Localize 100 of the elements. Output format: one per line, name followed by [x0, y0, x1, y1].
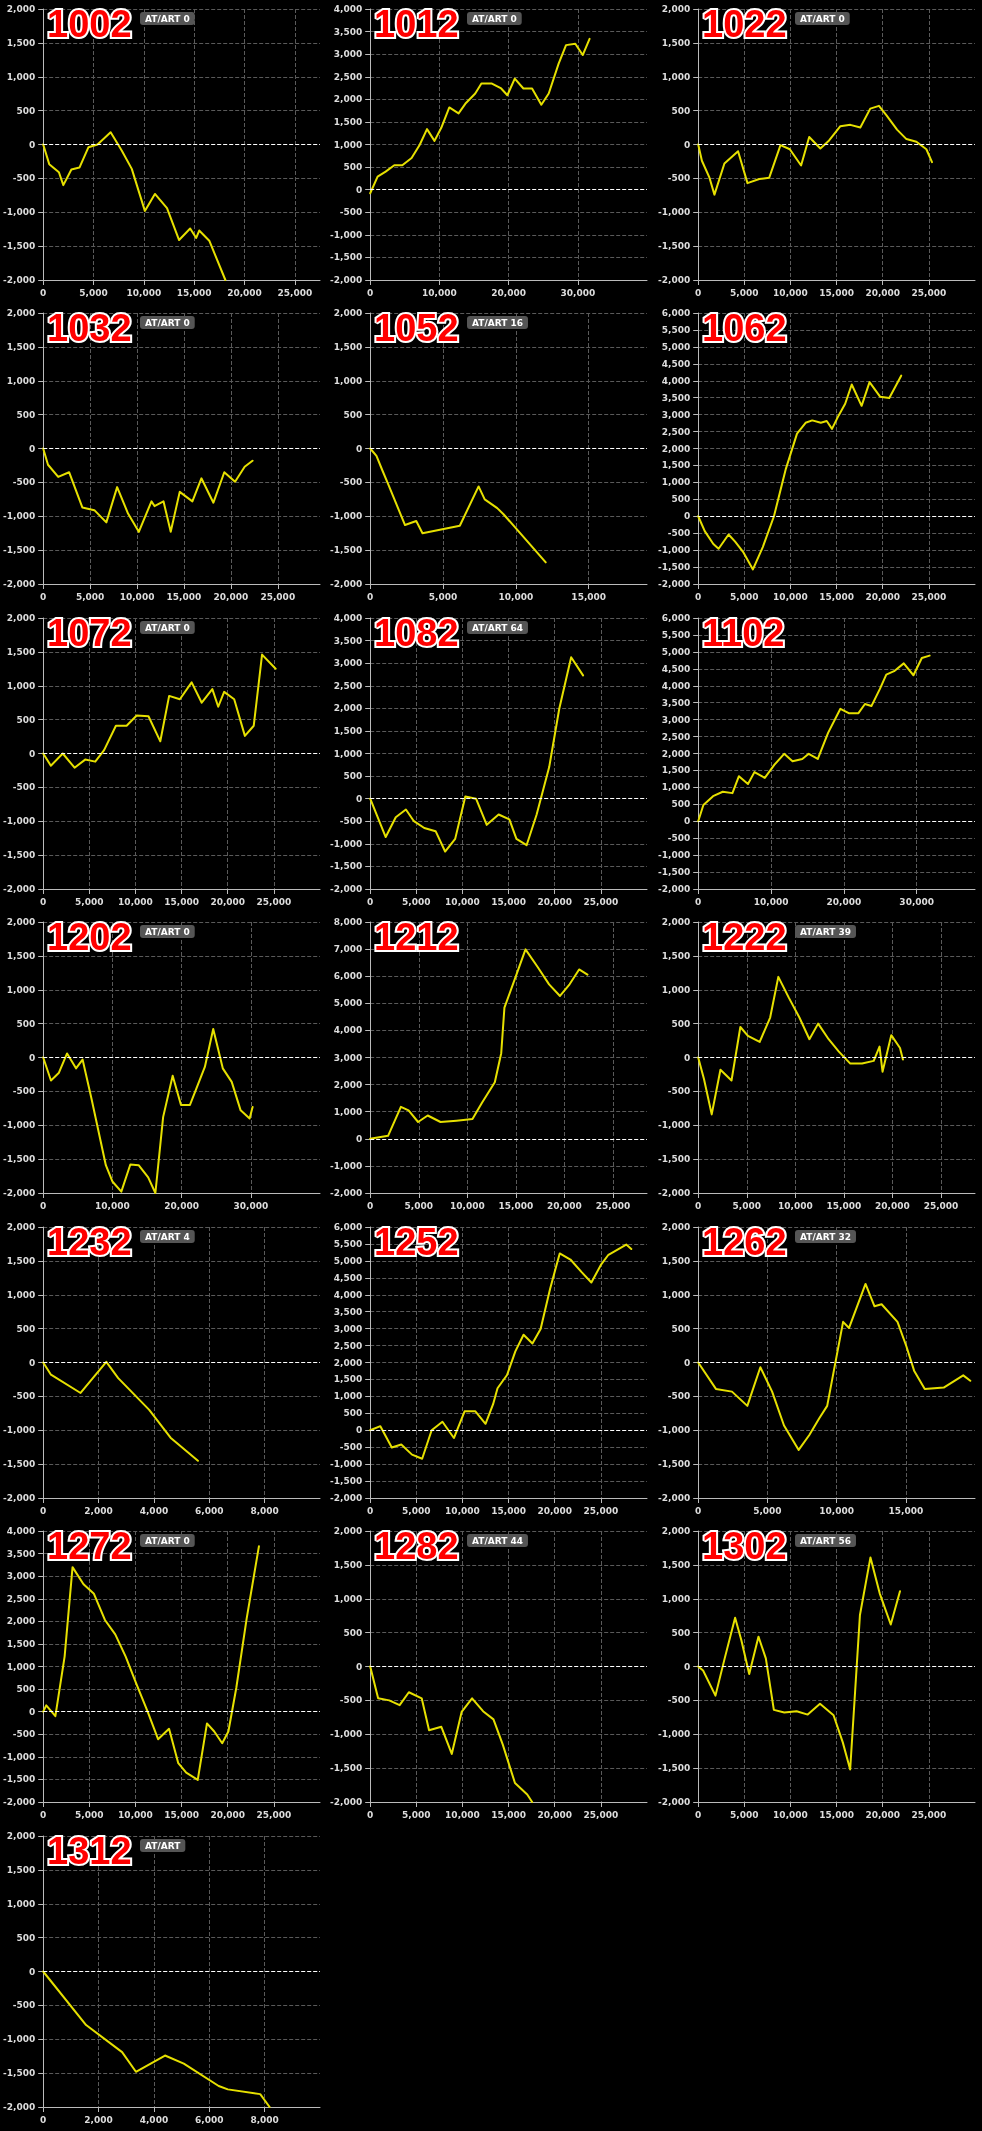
x-tick-label: 15,000 — [571, 591, 607, 602]
y-tick-label: -500 — [339, 1442, 363, 1453]
chart-title: 1312 — [47, 1830, 132, 1872]
y-tick-label: -1,000 — [3, 207, 36, 218]
x-tick-label: 0 — [40, 591, 47, 602]
line-series — [697, 374, 903, 571]
y-tick-label: 2,000 — [661, 917, 691, 927]
y-tick-label: -500 — [339, 207, 363, 218]
y-tick-label: 2,000 — [6, 1222, 36, 1232]
y-tick-label: -500 — [667, 833, 691, 844]
x-tick-label: 25,000 — [256, 1809, 292, 1820]
y-tick-label: 1,500 — [333, 1374, 363, 1385]
y-tick-label: -2,000 — [330, 884, 363, 894]
y-tick-label: -2,000 — [658, 884, 691, 894]
line-series — [697, 975, 904, 1116]
y-tick-label: 0 — [355, 443, 363, 454]
x-tick-label: 15,000 — [498, 1200, 534, 1211]
y-tick-label: 2,000 — [333, 94, 363, 105]
x-tick-label: 20,000 — [213, 591, 249, 602]
y-tick-label: 2,000 — [6, 1831, 36, 1841]
y-tick-label: 0 — [683, 1052, 691, 1063]
y-tick-label: -1,500 — [658, 1763, 691, 1774]
y-tick-label: -500 — [667, 528, 691, 539]
y-tick-label: 0 — [28, 748, 36, 759]
x-tick-label: 15,000 — [166, 591, 202, 602]
y-tick-label: 2,000 — [6, 308, 36, 318]
y-tick-label: -1,500 — [3, 1154, 36, 1165]
y-tick-label: -1,500 — [330, 1476, 363, 1487]
y-tick-label: 0 — [683, 1357, 691, 1368]
x-tick-label: 20,000 — [491, 287, 526, 298]
y-tick-label: 2,000 — [333, 1526, 363, 1536]
annotation: AT/ART 64 — [472, 622, 523, 633]
x-tick-label: 25,000 — [277, 287, 313, 298]
y-tick-label: -2,000 — [330, 579, 363, 589]
chart-title: 1012 — [374, 3, 459, 45]
y-tick-label: 500 — [16, 1684, 36, 1695]
x-tick-label: 0 — [367, 591, 374, 602]
x-tick-label: 0 — [695, 287, 702, 298]
x-tick-label: 15,000 — [491, 896, 526, 907]
y-tick-label: 4,000 — [6, 1526, 36, 1536]
y-tick-label: 2,000 — [6, 613, 36, 623]
y-tick-label: 0 — [28, 1052, 36, 1063]
y-tick-label: 500 — [671, 799, 691, 810]
x-tick-label: 30,000 — [560, 287, 596, 298]
chart-title: 1302 — [702, 1525, 787, 1567]
x-tick-label: 20,000 — [210, 1809, 246, 1820]
y-tick-label: 500 — [16, 409, 36, 420]
y-tick-label: -1,000 — [330, 1459, 363, 1470]
y-tick-label: 2,500 — [333, 71, 363, 82]
x-tick-label: 20,000 — [537, 1505, 573, 1516]
y-tick-label: -1,500 — [3, 2068, 36, 2079]
y-tick-label: -2,000 — [3, 1188, 36, 1198]
y-tick-label: -1,500 — [658, 1459, 691, 1470]
x-tick-label: 0 — [40, 1809, 47, 1820]
y-tick-label: -1,500 — [658, 1154, 691, 1165]
x-tick-label: 10,000 — [445, 1809, 480, 1820]
x-tick-label: 25,000 — [911, 591, 947, 602]
y-tick-label: 1,000 — [6, 1289, 36, 1300]
x-tick-label: 10,000 — [445, 1505, 480, 1516]
y-tick-label: 500 — [16, 1323, 36, 1334]
y-tick-label: 2,000 — [661, 1222, 691, 1232]
y-tick-label: -500 — [12, 477, 36, 488]
y-tick-label: 1,500 — [661, 1255, 691, 1266]
x-tick-label: 15,000 — [826, 1200, 862, 1211]
x-tick-label: 5,000 — [402, 1505, 431, 1516]
y-tick-label: 1,000 — [333, 1106, 363, 1117]
y-tick-label: -1,500 — [330, 861, 363, 872]
y-tick-label: -2,000 — [658, 579, 691, 589]
y-tick-label: 5,000 — [661, 646, 691, 657]
y-tick-label: 4,000 — [333, 613, 363, 623]
y-tick-label: 3,000 — [333, 1323, 363, 1334]
y-tick-label: -1,000 — [3, 2034, 36, 2045]
line-series — [369, 447, 547, 564]
y-tick-label: -1,000 — [330, 511, 363, 522]
x-tick-label: 10,000 — [773, 287, 808, 298]
y-tick-label: 4,500 — [333, 1272, 363, 1283]
annotation: AT/ART 0 — [800, 13, 845, 24]
y-tick-label: 500 — [343, 771, 363, 782]
y-tick-label: -1,500 — [3, 850, 36, 861]
y-tick-label: 500 — [343, 162, 363, 173]
y-tick-label: -500 — [667, 173, 691, 184]
y-tick-label: 0 — [355, 1425, 363, 1436]
y-tick-label: 500 — [671, 1323, 691, 1334]
y-tick-label: 1,500 — [333, 341, 363, 352]
y-tick-label: -1,000 — [3, 1425, 36, 1436]
y-tick-label: 4,500 — [661, 663, 691, 674]
y-tick-label: 0 — [355, 1661, 363, 1672]
annotation: AT/ART 32 — [800, 1231, 851, 1242]
x-tick-label: 2,000 — [84, 2114, 113, 2125]
y-tick-label: 6,000 — [661, 613, 691, 623]
x-tick-label: 0 — [367, 287, 374, 298]
chart-title: 1272 — [47, 1525, 132, 1567]
y-tick-label: -2,000 — [658, 1797, 691, 1807]
y-tick-label: -2,000 — [658, 1188, 691, 1198]
x-tick-label: 5,000 — [428, 591, 458, 602]
x-tick-label: 15,000 — [491, 1809, 526, 1820]
y-tick-label: 1,500 — [6, 37, 36, 48]
y-tick-label: 0 — [683, 511, 691, 522]
x-tick-label: 15,000 — [819, 1809, 854, 1820]
y-tick-label: 1,500 — [661, 37, 691, 48]
